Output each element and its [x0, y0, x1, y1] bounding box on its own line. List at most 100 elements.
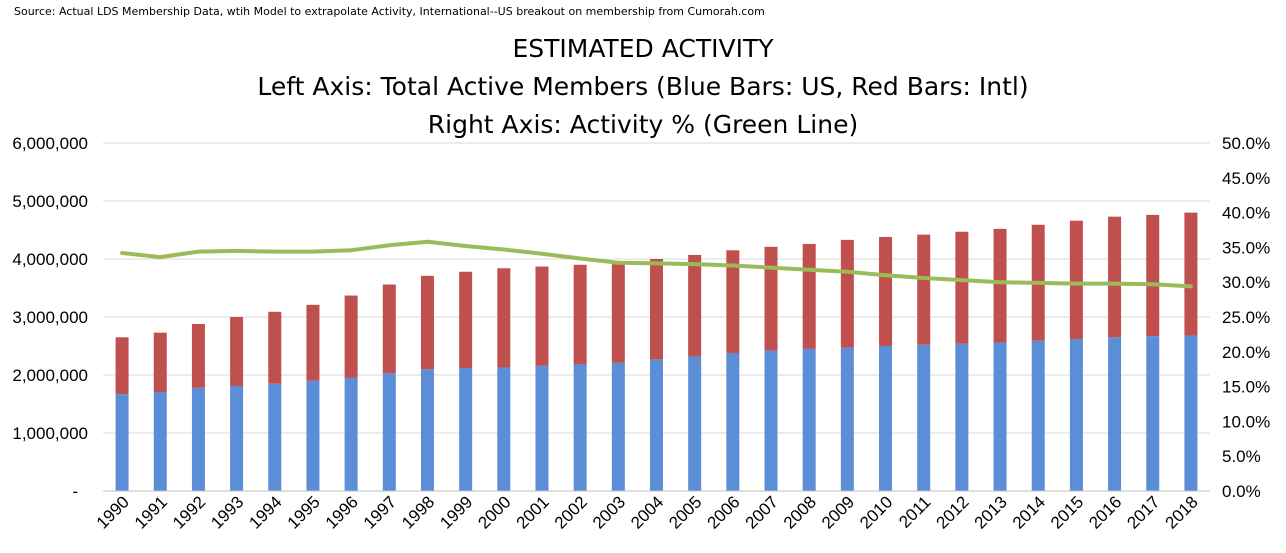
y-left-tick-label: 4,000,000 [12, 250, 88, 269]
bar-us [191, 387, 205, 491]
bar-us [420, 369, 434, 491]
bar-intl [344, 295, 358, 378]
bar-intl [459, 271, 473, 369]
x-tick-label: 2012 [933, 492, 973, 532]
bar-intl [535, 266, 549, 366]
bar-intl [917, 234, 931, 345]
x-tick-label: 2011 [895, 492, 934, 531]
bar-us [573, 363, 587, 491]
bar-intl [955, 231, 969, 344]
bar-us [497, 367, 511, 491]
x-tick-label: 2017 [1123, 492, 1163, 532]
x-tick-label: 2001 [513, 492, 553, 532]
chart-subtitle-right-axis: Right Axis: Activity % (Green Line) [427, 110, 859, 139]
x-tick-label: 1996 [322, 492, 362, 532]
y-right-tick-label: 50.0% [1222, 134, 1270, 153]
bar-us [1069, 339, 1083, 491]
x-tick-label: 1991 [131, 492, 171, 532]
y-left-tick-label: 6,000,000 [12, 134, 88, 153]
y-right-tick-label: 20.0% [1222, 343, 1270, 362]
bar-intl [1108, 216, 1122, 338]
bar-us [535, 365, 549, 491]
y-left-tick-label: 1,000,000 [12, 424, 88, 443]
bar-intl [420, 275, 434, 370]
x-tick-label: 2018 [1162, 492, 1202, 532]
source-note: Source: Actual LDS Membership Data, wtih… [14, 5, 765, 18]
bar-us [382, 373, 396, 491]
x-tick-label: 2010 [856, 492, 896, 532]
y-right-tick-label: 45.0% [1222, 169, 1270, 188]
y-right-tick-label: 0.0% [1222, 482, 1261, 501]
chart-subtitle-left-axis: Left Axis: Total Active Members (Blue Ba… [257, 72, 1029, 101]
y-right-tick-label: 35.0% [1222, 238, 1270, 257]
bar-us [764, 350, 778, 491]
activity-line [120, 239, 1193, 289]
x-tick-label: 1998 [398, 492, 438, 532]
x-tick-label: 2006 [703, 492, 743, 532]
bar-us [993, 342, 1007, 491]
y-left-tick-label: 5,000,000 [12, 192, 88, 211]
bar-us [917, 344, 931, 491]
bar-intl [153, 332, 167, 393]
y-left-tick-label: 3,000,000 [12, 308, 88, 327]
y-right-tick-label: 25.0% [1222, 308, 1270, 327]
bar-intl [230, 317, 244, 387]
x-tick-label: 1990 [93, 492, 133, 532]
x-tick-label: 1995 [284, 492, 324, 532]
bar-intl [191, 323, 205, 388]
x-tick-label: 2000 [474, 492, 514, 532]
bar-us [1108, 337, 1122, 491]
bar-intl [650, 259, 663, 360]
x-tick-label: 2008 [780, 492, 820, 532]
x-tick-label: 2002 [551, 492, 591, 532]
bar-us [115, 394, 129, 491]
bar-us [802, 348, 816, 491]
bar-intl [1146, 214, 1160, 337]
x-tick-label: 2015 [1047, 492, 1087, 532]
x-tick-label: 2003 [589, 492, 629, 532]
bar-us [1031, 340, 1045, 491]
bar-intl [1069, 220, 1083, 340]
bar-us [268, 383, 282, 491]
y-right-tick-label: 15.0% [1222, 378, 1270, 397]
bar-intl [306, 304, 320, 381]
x-tick-label: 1993 [207, 492, 247, 532]
bar-intl [115, 337, 129, 395]
x-tick-label: 1997 [360, 492, 400, 532]
bar-intl [611, 264, 625, 363]
x-tick-label: 1999 [436, 492, 476, 532]
y-right-tick-label: 30.0% [1222, 273, 1270, 292]
bar-us [840, 347, 854, 491]
bar-us [726, 352, 740, 491]
bar-us [650, 359, 663, 491]
bar-intl [497, 268, 511, 368]
x-tick-label: 1992 [169, 492, 209, 532]
bar-intl [1184, 212, 1198, 336]
bar-us [230, 386, 244, 491]
bar-intl [726, 250, 740, 353]
x-tick-label: 2005 [665, 492, 705, 532]
y-right-tick-label: 5.0% [1222, 447, 1261, 466]
chart-title: ESTIMATED ACTIVITY [512, 34, 774, 63]
bar-us [688, 356, 702, 491]
x-tick-label: 1994 [245, 492, 285, 532]
y-right-tick-label: 10.0% [1222, 412, 1270, 431]
y-right-tick-label: 40.0% [1222, 204, 1270, 223]
y-left-tick-label: - [72, 482, 78, 501]
bar-intl [573, 264, 587, 364]
y-left-tick-label: 2,000,000 [12, 366, 88, 385]
bar-intl [802, 243, 816, 349]
bar-us [1184, 335, 1198, 491]
x-tick-label: 2004 [627, 492, 667, 532]
bar-us [153, 392, 167, 491]
bar-us [306, 380, 320, 491]
bar-us [1146, 336, 1160, 491]
bar-intl [764, 246, 778, 351]
bar-intl [382, 284, 396, 374]
x-tick-label: 2016 [1085, 492, 1125, 532]
bar-intl [879, 236, 893, 346]
bar-intl [268, 311, 282, 384]
bar-us [611, 362, 625, 491]
bar-intl [840, 239, 854, 348]
